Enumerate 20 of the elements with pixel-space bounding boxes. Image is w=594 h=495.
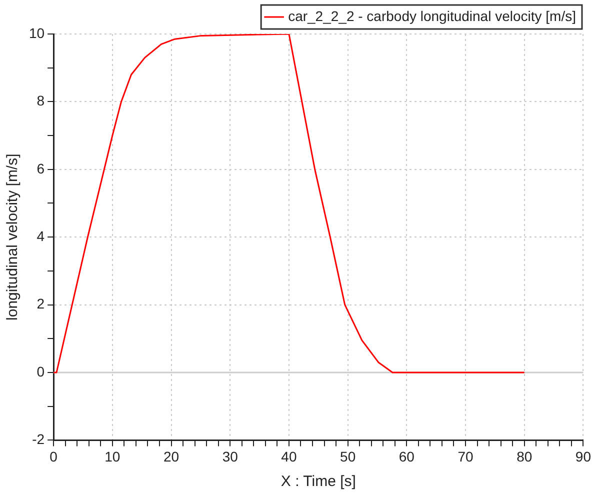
x-tick-label: 50 <box>340 448 356 464</box>
y-tick-label: 2 <box>36 296 45 312</box>
x-tick-label: 30 <box>222 448 238 464</box>
y-tick-label: 0 <box>36 363 45 380</box>
legend-label: car_2_2_2 - carbody longitudinal velocity [m/s] <box>288 8 576 24</box>
y-tick-label: 4 <box>36 228 45 244</box>
x-tick-label: 10 <box>104 448 120 464</box>
x-tick-label: 20 <box>163 448 180 464</box>
x-tick-label: 40 <box>281 448 297 464</box>
x-tick-label: 0 <box>50 448 58 464</box>
y-tick-label: 10 <box>28 24 45 41</box>
x-tick-label: 90 <box>575 448 592 464</box>
x-tick-label: 70 <box>458 448 474 464</box>
x-tick-label: 80 <box>516 448 532 464</box>
y-tick-label: 8 <box>36 92 45 109</box>
y-tick-label: -2 <box>32 431 45 448</box>
y-tick-label: 6 <box>36 160 45 176</box>
x-axis-title: X : Time [s] <box>280 473 356 490</box>
y-axis-title: longitudinal velocity [m/s] <box>4 154 22 320</box>
x-tick-label: 60 <box>398 448 415 464</box>
